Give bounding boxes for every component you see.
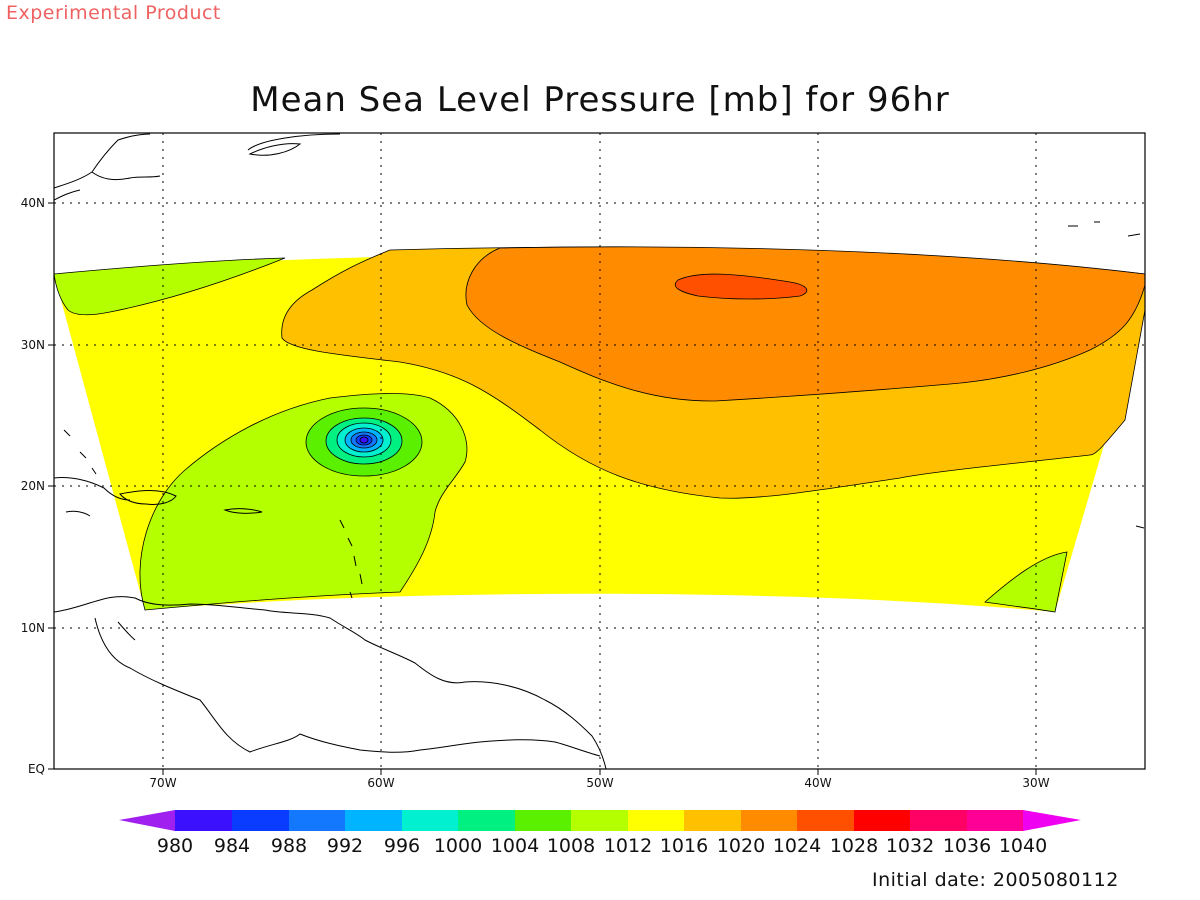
colorbar-segment [515,810,571,831]
contour-1020-region [465,246,1145,402]
colorbar-level-label: 1004 [491,835,539,857]
colorbar-level-label: 1024 [773,835,821,857]
map-title: Mean Sea Level Pressure [mb] for 96hr [250,80,950,120]
coastline-newfoundland [248,143,302,156]
colorbar-level-label: 1016 [660,835,708,857]
coastline-azores-islands [1068,221,1141,237]
colorbar [119,810,1081,831]
lat-tick-label: EQ [28,762,45,776]
colorbar-segment [967,810,1023,831]
colorbar-level-label: 1032 [886,835,934,857]
coastline-trinidad [117,621,136,641]
colorbar-segment [854,810,910,831]
colorbar-level-label: 996 [384,835,420,857]
colorbar-level-label: 1036 [943,835,991,857]
coastline-canary-islands [1135,525,1145,529]
low-pressure-center [305,407,423,477]
coastline-greenland-northeast [247,133,341,151]
colorbar-segment [232,810,289,831]
coastline-venezuela-inland [94,617,601,757]
colorbar-level-label: 980 [157,835,193,857]
contour-1008-region-southeast [984,551,1068,613]
contour-1024-region [674,273,808,300]
coastline-bahamas [63,429,97,475]
colorbar-level-label: 988 [271,835,307,857]
colorbar-segment [628,810,684,831]
colorbar-segment [175,810,232,831]
coastline-north-america [54,133,161,189]
colorbar-segment [571,810,628,831]
colorbar-segment [741,810,797,831]
coastline-nova-scotia [54,189,81,201]
colorbar-level-label: 992 [327,835,363,857]
coastline-puerto-rico [223,508,263,514]
lat-tick-label: 10N [21,621,45,635]
colorbar-segment [458,810,515,831]
coastline-south-america [54,596,607,769]
colorbar-level-label: 1040 [999,835,1047,857]
colorbar-segment [345,810,402,831]
lon-tick-label: 50W [586,776,613,790]
colorbar-segment [910,810,967,831]
lat-tick-label: 30N [21,338,45,352]
colorbar-segment [289,810,345,831]
lon-tick-label: 40W [804,776,831,790]
graticule [54,133,1145,769]
coastline-lesser-antilles [339,519,363,599]
lon-tick-label: 30W [1022,776,1049,790]
colorbar-level-label: 1028 [830,835,878,857]
lon-tick-label: 60W [367,776,394,790]
colorbar-level-label: 1000 [434,835,482,857]
lat-tick-label: 40N [21,196,45,210]
coastline-jamaica [65,510,91,517]
coastline-hispaniola [119,490,177,505]
coastlines [54,133,1145,769]
colorbar-segment [684,810,741,831]
colorbar-labels: 980 984 988 992 996 1000 1004 1008 1012 … [157,835,1047,857]
colorbar-right-arrow [1023,810,1081,831]
lon-tick-label: 70W [149,776,176,790]
coastline-cuba [54,477,131,501]
colorbar-segment [797,810,854,831]
colorbar-level-label: 1020 [717,835,765,857]
axis-ticks [48,202,1037,775]
colorbar-level-label: 1008 [547,835,595,857]
colorbar-left-arrow [119,810,175,831]
experimental-product-label: Experimental Product [6,2,221,24]
lat-tick-label: 20N [21,479,45,493]
colorbar-level-label: 984 [214,835,250,857]
contour-1008-region-northwest [54,257,286,316]
colorbar-level-label: 1012 [604,835,652,857]
initial-date-label: Initial date: 2005080112 [872,869,1119,891]
colorbar-segment [402,810,458,831]
